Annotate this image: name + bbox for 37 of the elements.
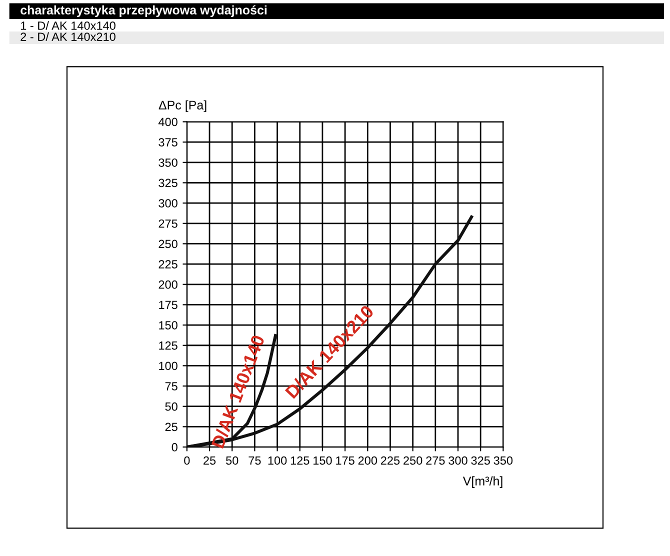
x-tick-label: 350 [494,456,513,465]
x-tick-label: 200 [358,456,378,465]
x-tick-label: 175 [336,456,354,465]
text: 2 - D/ AK 140x210 [20,32,116,41]
y-tick-label: 75 [165,382,178,390]
x-tick-label: 275 [426,456,445,465]
y-tick-label: 250 [158,240,178,248]
x-tick-label: 300 [448,456,468,465]
y-tick-label: 175 [159,300,178,310]
y-tick-label: 150 [159,321,178,330]
y-tick-label: 350 [158,158,178,167]
y-tick-label: 25 [165,422,178,432]
x-tick-label: 50 [226,456,238,465]
x-tick-label: 25 [204,456,216,465]
x-tick-label: 150 [314,456,332,465]
x-tick-label: 250 [404,456,422,465]
x-tick-label: 100 [268,456,287,465]
x-tick-label: 125 [290,456,310,465]
chart-title: charakterystyka przepływowa wydajności [20,5,267,17]
y-tick-label: 0 [172,443,178,452]
y-tick-label: 275 [158,219,178,228]
y-tick-label: 300 [158,199,178,208]
x-tick-label: 0 [184,456,190,465]
y-tick-label: 200 [158,280,178,289]
y-tick-label: 50 [165,402,178,411]
x-axis-title: V[m³/h] [462,476,502,488]
y-tick-label: 100 [159,362,178,370]
x-tick-label: 325 [471,456,490,465]
text: 1 - D/ AK 140x140 [21,21,116,30]
y-tick-label: 325 [158,178,178,188]
y-tick-label: 400 [158,118,178,126]
y-tick-label: 225 [158,260,178,268]
y-tick-label: 375 [158,138,178,146]
x-tick-label: 75 [248,456,261,465]
y-axis-title: ΔPc [Pa] [158,100,206,112]
x-tick-label: 225 [380,456,400,465]
y-tick-label: 125 [159,341,178,350]
